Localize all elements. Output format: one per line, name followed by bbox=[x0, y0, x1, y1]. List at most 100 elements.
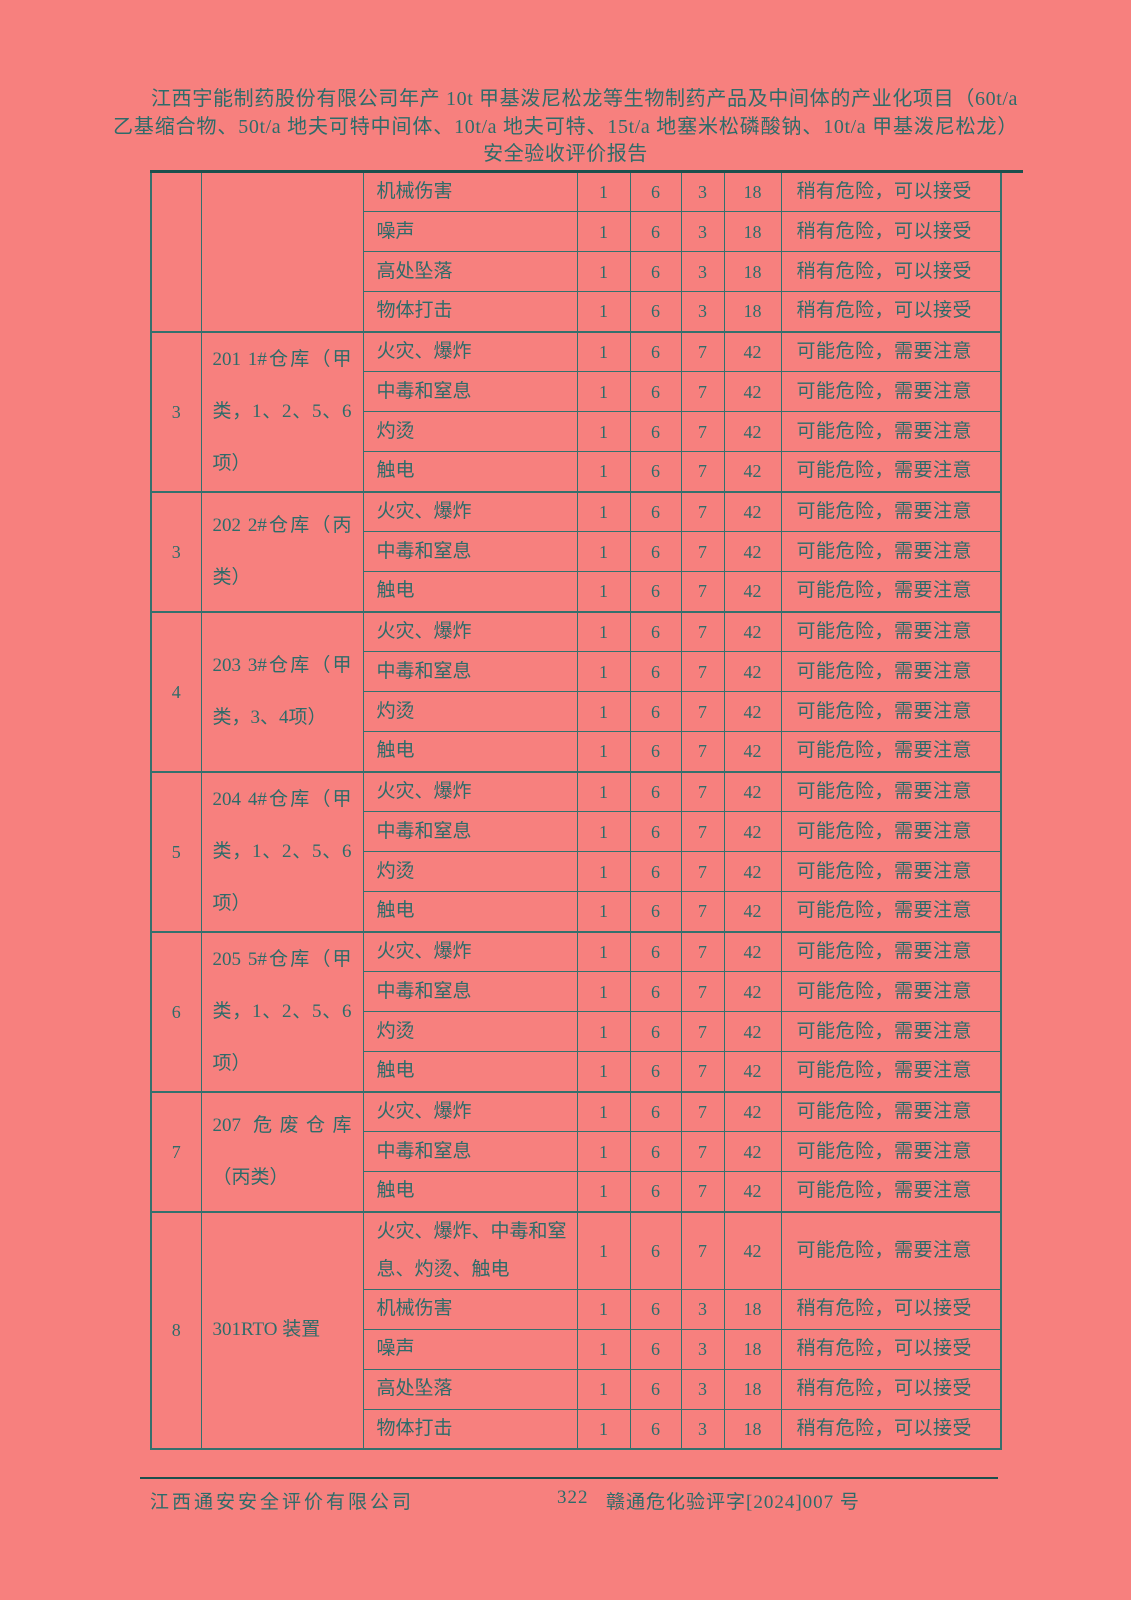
cell-risk-level: 可能危险，需要注意 bbox=[780, 411, 1002, 452]
cell-hazard: 火灾、爆炸 bbox=[362, 770, 578, 812]
cell-hazard: 灼烫 bbox=[362, 1011, 578, 1052]
cell-c-value: 7 bbox=[680, 691, 725, 732]
cell-d-value: 42 bbox=[723, 571, 782, 612]
cell-hazard: 中毒和窒息 bbox=[362, 651, 578, 692]
cell-risk-level: 可能危险，需要注意 bbox=[780, 930, 1002, 972]
cell-d-value: 42 bbox=[723, 1131, 782, 1172]
cell-d-value: 42 bbox=[723, 531, 782, 572]
cell-e-value: 6 bbox=[629, 251, 682, 292]
cell-e-value: 6 bbox=[629, 411, 682, 452]
cell-l-value: 1 bbox=[576, 251, 631, 292]
cell-d-value: 42 bbox=[723, 371, 782, 412]
cell-e-value: 6 bbox=[629, 291, 682, 332]
cell-c-value: 7 bbox=[680, 451, 725, 492]
cell-risk-level: 稍有危险，可以接受 bbox=[780, 291, 1002, 332]
cell-d-value: 42 bbox=[723, 811, 782, 852]
cell-l-value: 1 bbox=[576, 651, 631, 692]
table-row: 6 205 5#仓库（甲类，1、2、5、6项） 火灾、爆炸 1 6 7 42 可能危险，需要注… bbox=[150, 930, 1002, 1092]
cell-hazard: 高处坠落 bbox=[362, 251, 578, 292]
risk-assessment-table: 机械伤害 1 6 3 18 稍有危险，可以接受 噪声 1 6 3 18 稍有危险，可以接受 高处坠落 1 6… bbox=[150, 170, 1002, 1450]
cell-c-value: 7 bbox=[680, 731, 725, 772]
cell-hazard: 触电 bbox=[362, 1051, 578, 1092]
cell-location: 202 2#仓库（丙类） bbox=[200, 490, 364, 612]
cell-c-value: 7 bbox=[680, 610, 725, 652]
table-row: 噪声 1 6 3 18 稍有危险，可以接受 bbox=[151, 211, 1002, 252]
cell-d-value: 18 bbox=[723, 1328, 782, 1370]
cell-l-value: 1 bbox=[576, 1408, 631, 1450]
cell-d-value: 42 bbox=[723, 1210, 782, 1290]
cell-d-value: 42 bbox=[723, 971, 782, 1012]
table-row: 灼烫 1 6 7 42 可能危险，需要注意 bbox=[151, 691, 1002, 732]
cell-l-value: 1 bbox=[576, 531, 631, 572]
cell-d-value: 18 bbox=[723, 211, 782, 252]
cell-c-value: 3 bbox=[680, 251, 725, 292]
cell-d-value: 42 bbox=[723, 1011, 782, 1052]
cell-e-value: 6 bbox=[629, 930, 682, 972]
cell-hazard: 物体打击 bbox=[362, 291, 578, 332]
cell-location bbox=[200, 170, 364, 332]
table-row: 触电 1 6 7 42 可能危险，需要注意 bbox=[151, 731, 1002, 772]
cell-risk-level: 可能危险，需要注意 bbox=[780, 691, 1002, 732]
cell-hazard: 中毒和窒息 bbox=[362, 1131, 578, 1172]
cell-hazard: 噪声 bbox=[362, 211, 578, 252]
cell-c-value: 7 bbox=[680, 411, 725, 452]
cell-l-value: 1 bbox=[576, 371, 631, 412]
cell-risk-level: 可能危险，需要注意 bbox=[780, 651, 1002, 692]
cell-d-value: 42 bbox=[723, 610, 782, 652]
table-row: 4 203 3#仓库（甲类，3、4项） 火灾、爆炸 1 6 7 42 可能危险，需要注意 bbox=[150, 610, 1002, 772]
cell-l-value: 1 bbox=[576, 930, 631, 972]
cell-l-value: 1 bbox=[576, 1171, 631, 1212]
cell-risk-level: 稍有危险，可以接受 bbox=[780, 1288, 1002, 1330]
footer-doc-number: 赣通危化验评字[2024]007 号 bbox=[606, 1492, 860, 1513]
cell-risk-level: 可能危险，需要注意 bbox=[780, 770, 1002, 812]
cell-c-value: 7 bbox=[680, 330, 725, 372]
cell-l-value: 1 bbox=[576, 1051, 631, 1092]
cell-e-value: 6 bbox=[629, 971, 682, 1012]
cell-c-value: 7 bbox=[680, 770, 725, 812]
footer-divider bbox=[140, 1477, 998, 1479]
table-row: 7 207 危废仓库（丙类） 火灾、爆炸 1 6 7 42 可能危险，需要注意 bbox=[150, 1090, 1002, 1212]
cell-e-value: 6 bbox=[629, 1090, 682, 1132]
cell-d-value: 42 bbox=[723, 651, 782, 692]
cell-serial-no: 8 bbox=[150, 1210, 202, 1450]
cell-hazard: 触电 bbox=[362, 731, 578, 772]
cell-d-value: 42 bbox=[723, 1090, 782, 1132]
cell-c-value: 3 bbox=[680, 291, 725, 332]
cell-e-value: 6 bbox=[629, 170, 682, 212]
cell-c-value: 7 bbox=[680, 531, 725, 572]
cell-c-value: 7 bbox=[680, 1210, 725, 1290]
cell-e-value: 6 bbox=[629, 330, 682, 372]
cell-l-value: 1 bbox=[576, 211, 631, 252]
table-top-rule-extension bbox=[999, 170, 1023, 173]
cell-l-value: 1 bbox=[576, 811, 631, 852]
cell-e-value: 6 bbox=[629, 1171, 682, 1212]
cell-e-value: 6 bbox=[629, 1288, 682, 1330]
cell-l-value: 1 bbox=[576, 1368, 631, 1410]
cell-d-value: 42 bbox=[723, 330, 782, 372]
cell-serial-no: 7 bbox=[150, 1090, 202, 1212]
cell-l-value: 1 bbox=[576, 330, 631, 372]
cell-d-value: 42 bbox=[723, 891, 782, 932]
cell-risk-level: 可能危险，需要注意 bbox=[780, 891, 1002, 932]
cell-e-value: 6 bbox=[629, 490, 682, 532]
cell-c-value: 7 bbox=[680, 851, 725, 892]
cell-l-value: 1 bbox=[576, 451, 631, 492]
table-row: 中毒和窒息 1 6 7 42 可能危险，需要注意 bbox=[151, 1131, 1002, 1172]
cell-d-value: 18 bbox=[723, 170, 782, 212]
cell-location: 203 3#仓库（甲类，3、4项） bbox=[200, 610, 364, 772]
cell-serial-no bbox=[150, 170, 202, 332]
cell-e-value: 6 bbox=[629, 811, 682, 852]
cell-location: 205 5#仓库（甲类，1、2、5、6项） bbox=[200, 930, 364, 1092]
cell-risk-level: 稍有危险，可以接受 bbox=[780, 1408, 1002, 1450]
cell-l-value: 1 bbox=[576, 411, 631, 452]
cell-c-value: 3 bbox=[680, 1408, 725, 1450]
cell-hazard: 触电 bbox=[362, 451, 578, 492]
cell-c-value: 3 bbox=[680, 170, 725, 212]
cell-location: 301RTO 装置 bbox=[200, 1210, 364, 1450]
cell-e-value: 6 bbox=[629, 691, 682, 732]
cell-risk-level: 稍有危险，可以接受 bbox=[780, 251, 1002, 292]
cell-c-value: 7 bbox=[680, 1090, 725, 1132]
cell-e-value: 6 bbox=[629, 451, 682, 492]
cell-e-value: 6 bbox=[629, 371, 682, 412]
cell-risk-level: 可能危险，需要注意 bbox=[780, 1051, 1002, 1092]
